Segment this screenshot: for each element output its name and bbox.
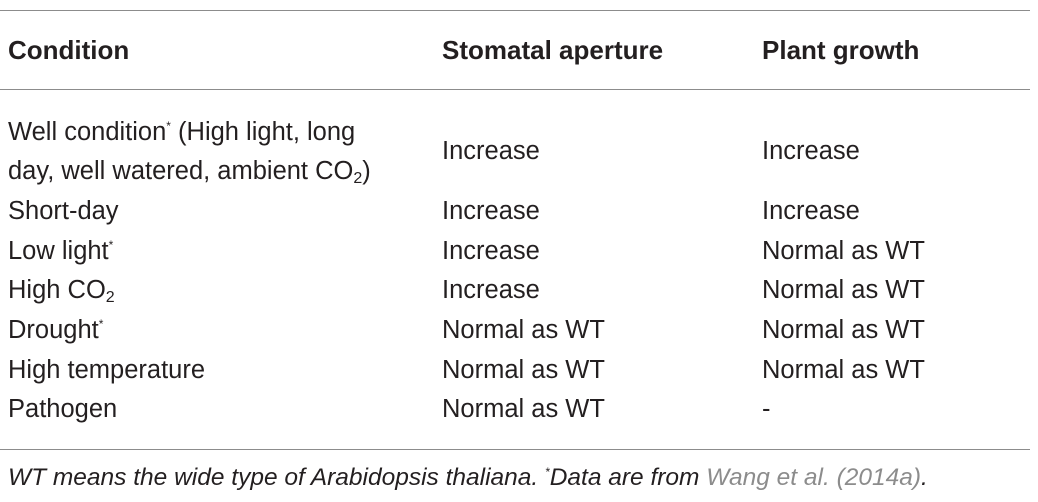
cell-plant-growth: - bbox=[762, 395, 771, 424]
footnote-marker: * bbox=[108, 237, 114, 252]
cell-stomatal-aperture: Normal as WT bbox=[442, 355, 605, 384]
cell-plant-growth: Normal as WT bbox=[762, 276, 925, 305]
header-plant-growth: Plant growth bbox=[762, 35, 920, 65]
footnote-marker: * bbox=[166, 119, 171, 133]
table-header-row: Condition Stomatal aperture Plant growth bbox=[0, 30, 1030, 70]
table-top-rule bbox=[0, 10, 1030, 11]
cell-stomatal-aperture: Normal as WT bbox=[442, 395, 605, 424]
cell-plant-growth: Increase bbox=[762, 197, 860, 225]
table-bottom-rule bbox=[0, 449, 1030, 450]
cell-stomatal-aperture: Increase bbox=[442, 236, 540, 265]
table-row: Pathogen Normal as WT - bbox=[0, 390, 1030, 430]
footnote-marker: * bbox=[545, 465, 550, 479]
table-row: High CO2 Increase Normal as WT bbox=[0, 271, 1030, 311]
cell-condition: Drought* bbox=[8, 316, 104, 345]
footnote-marker: * bbox=[98, 317, 104, 332]
table-row: High temperature Normal as WT Normal as … bbox=[0, 351, 1030, 391]
cell-plant-growth: Increase bbox=[762, 137, 860, 165]
table-header-rule bbox=[0, 89, 1030, 90]
table-row: Drought* Normal as WT Normal as WT bbox=[0, 311, 1030, 351]
cell-condition: High CO2 bbox=[8, 276, 115, 307]
cell-stomatal-aperture: Increase bbox=[442, 137, 540, 165]
table-row: Low light* Increase Normal as WT bbox=[0, 232, 1030, 272]
table-row: Short-day Increase Increase bbox=[0, 192, 1030, 232]
cell-plant-growth: Normal as WT bbox=[762, 355, 925, 384]
cell-plant-growth: Normal as WT bbox=[762, 236, 925, 265]
cell-condition: High temperature bbox=[8, 355, 206, 384]
cell-stomatal-aperture: Increase bbox=[442, 197, 540, 225]
table-row: Well condition* (High light, long day, w… bbox=[0, 112, 1030, 192]
table-footnote: WT means the wide type of Arabidopsis th… bbox=[8, 464, 928, 491]
citation-link[interactable]: Wang et al. (2014a) bbox=[706, 464, 922, 491]
table-body: Well condition* (High light, long day, w… bbox=[0, 112, 1030, 430]
header-condition: Condition bbox=[8, 35, 130, 65]
cell-condition: Short-day bbox=[8, 197, 119, 225]
header-stomatal-aperture: Stomatal aperture bbox=[442, 35, 664, 65]
cell-condition: Well condition* (High light, long day, w… bbox=[8, 118, 371, 187]
cell-stomatal-aperture: Normal as WT bbox=[442, 316, 605, 345]
cell-condition: Pathogen bbox=[8, 395, 118, 424]
cell-stomatal-aperture: Increase bbox=[442, 276, 540, 305]
cell-plant-growth: Normal as WT bbox=[762, 316, 925, 345]
cell-condition: Low light* bbox=[8, 236, 114, 265]
